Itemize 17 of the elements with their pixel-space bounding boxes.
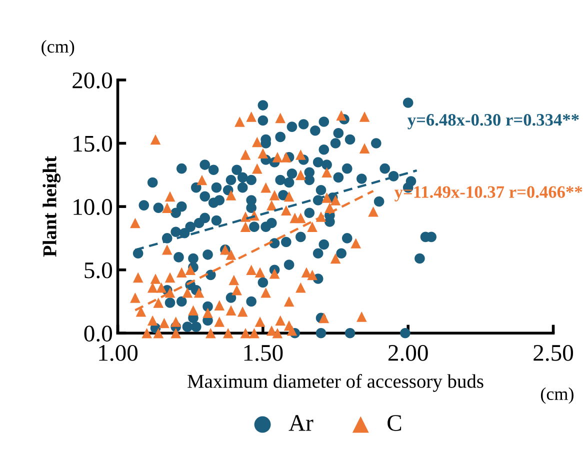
y-tick-label: 5.0: [84, 262, 112, 278]
annotation: y=11.49x-10.37 r=0.466**: [394, 186, 582, 202]
x-axis-title: Maximum diameter of accessory buds: [188, 374, 484, 392]
annotation: y=6.48x-0.30 r=0.334**: [408, 114, 579, 130]
y-axis-title: Plant height: [42, 156, 60, 257]
y-tick-label: 15.0: [74, 136, 112, 152]
x-tick-label: 1.50: [244, 344, 283, 361]
x-tick-label: 1.00: [99, 344, 138, 361]
text: (cm): [42, 40, 74, 56]
x-tick-label: 2.50: [534, 344, 574, 361]
text: (cm): [540, 387, 574, 404]
y-tick-label: 10.0: [74, 199, 112, 216]
legend-label: C: [388, 415, 402, 431]
y-tick-label: 20.0: [72, 72, 112, 89]
legend-label: Ar: [288, 415, 314, 431]
x-tick-label: 2.00: [388, 344, 428, 361]
y-tick-label: 0.0: [84, 326, 112, 342]
